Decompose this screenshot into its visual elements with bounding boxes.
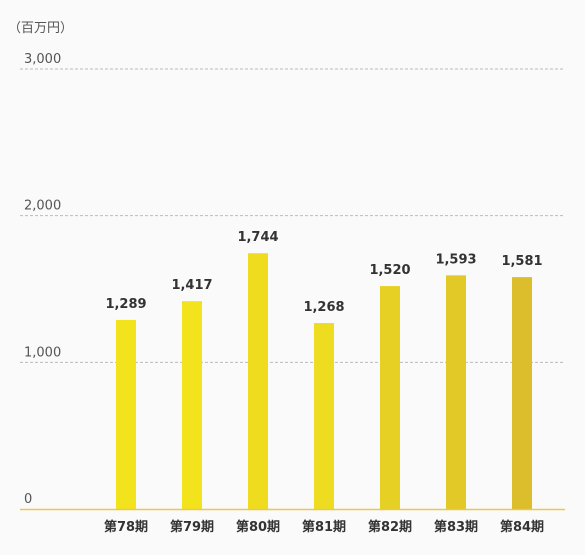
x-tick-label: 第78期 xyxy=(104,519,148,535)
x-tick-label: 第81期 xyxy=(302,519,346,535)
data-label: 1,289 xyxy=(105,297,146,312)
data-label: 1,268 xyxy=(303,300,344,315)
data-label: 1,417 xyxy=(171,278,212,293)
y-tick-label: 1,000 xyxy=(24,345,61,360)
data-label: 1,581 xyxy=(501,254,542,269)
x-tick-label: 第84期 xyxy=(500,519,544,535)
x-tick-label: 第83期 xyxy=(434,519,478,535)
bar xyxy=(314,323,334,509)
bar xyxy=(512,277,532,509)
bar xyxy=(446,275,466,509)
x-tick-label: 第79期 xyxy=(170,519,214,535)
y-tick-label: 2,000 xyxy=(24,199,61,214)
y-tick-label: 0 xyxy=(24,492,32,507)
bar xyxy=(116,319,136,509)
data-label: 1,744 xyxy=(237,230,278,245)
unit-label: （百万円） xyxy=(8,21,73,36)
x-tick-label: 第82期 xyxy=(368,519,412,535)
data-label: 1,520 xyxy=(369,263,410,278)
data-label: 1,593 xyxy=(435,252,476,267)
x-tick-label: 第80期 xyxy=(236,519,280,535)
bar xyxy=(248,253,268,509)
bar xyxy=(380,286,400,509)
bar xyxy=(182,301,202,509)
y-tick-label: 3,000 xyxy=(24,52,61,67)
